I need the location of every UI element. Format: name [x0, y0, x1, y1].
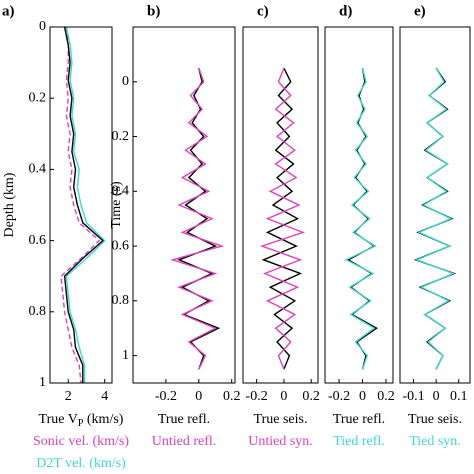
panel-label: c): [257, 3, 269, 19]
x-tick-label: 0: [359, 389, 366, 404]
plot-frame: [49, 26, 113, 384]
y-tick-label: 0.2: [112, 129, 130, 144]
legend-label: Untied syn.: [248, 434, 313, 449]
y-tick-label: 0: [122, 74, 129, 89]
x-axis-label-sub: P: [78, 418, 84, 429]
plot-frame: [242, 26, 319, 384]
panel-label: d): [339, 3, 352, 19]
x-tick-label: 0: [433, 389, 440, 404]
series-line: [177, 67, 221, 370]
series-line: [413, 67, 457, 370]
plot-frame: [132, 26, 236, 384]
series-line: [170, 67, 225, 370]
y-tick-label: 0: [39, 19, 46, 34]
legend-label: Sonic vel. (km/s): [33, 434, 129, 449]
legend-label: True seis.: [254, 412, 308, 427]
y-axis-label: Time (s): [109, 181, 124, 229]
y-tick-label: 0.6: [112, 238, 130, 253]
panel-label: b): [147, 3, 160, 19]
y-tick-label: 0.8: [29, 304, 47, 319]
y-tick-label: 1: [122, 348, 129, 363]
y-tick-label: 0.2: [29, 90, 47, 105]
series-line: [63, 26, 104, 383]
plot-frame: [399, 26, 471, 384]
y-tick-label: 1: [39, 375, 46, 390]
x-tick-label: -0.1: [402, 389, 424, 404]
series-line: [344, 67, 377, 370]
legend-label: Tied syn.: [409, 434, 461, 449]
x-axis-label-text: True V: [39, 412, 78, 427]
legend-label: Untied refl.: [152, 434, 217, 449]
legend-label: True refl.: [333, 412, 385, 427]
x-tick-label: 0: [280, 389, 287, 404]
x-tick-label: -0.2: [246, 389, 268, 404]
legend-label: True refl.: [158, 412, 210, 427]
x-axis-label-unit: (km/s): [83, 412, 123, 427]
series-line: [415, 67, 455, 370]
series-line: [60, 26, 101, 384]
y-axis-label: Depth (km): [2, 172, 17, 237]
series-line: [65, 26, 106, 383]
x-tick-label: -0.2: [155, 389, 177, 404]
x-tick-label: 0: [195, 389, 202, 404]
x-tick-label: -0.2: [328, 389, 350, 404]
y-tick-label: 0.4: [29, 162, 47, 177]
legend-label: Tied refl.: [333, 434, 385, 449]
y-tick-label: 0.4: [112, 184, 130, 199]
x-tick-label: 0.2: [377, 389, 395, 404]
series-line: [261, 67, 303, 370]
x-tick-label: 4: [101, 389, 108, 404]
x-tick-label: 0.2: [302, 389, 320, 404]
x-axis-label: True VP (km/s): [39, 412, 124, 429]
legend-label: True seis.: [408, 412, 462, 427]
x-tick-label: 0.2: [223, 389, 241, 404]
plot-frame: [324, 26, 394, 384]
panel-label: e): [414, 3, 426, 19]
x-tick-label: 0.1: [450, 389, 468, 404]
series-line: [259, 67, 306, 370]
x-tick-label: 2: [65, 389, 72, 404]
y-tick-label: 0.8: [112, 293, 130, 308]
panel-label: a): [2, 3, 15, 19]
legend-label: D2T vel. (km/s): [36, 456, 126, 471]
y-tick-label: 0.6: [29, 233, 47, 248]
